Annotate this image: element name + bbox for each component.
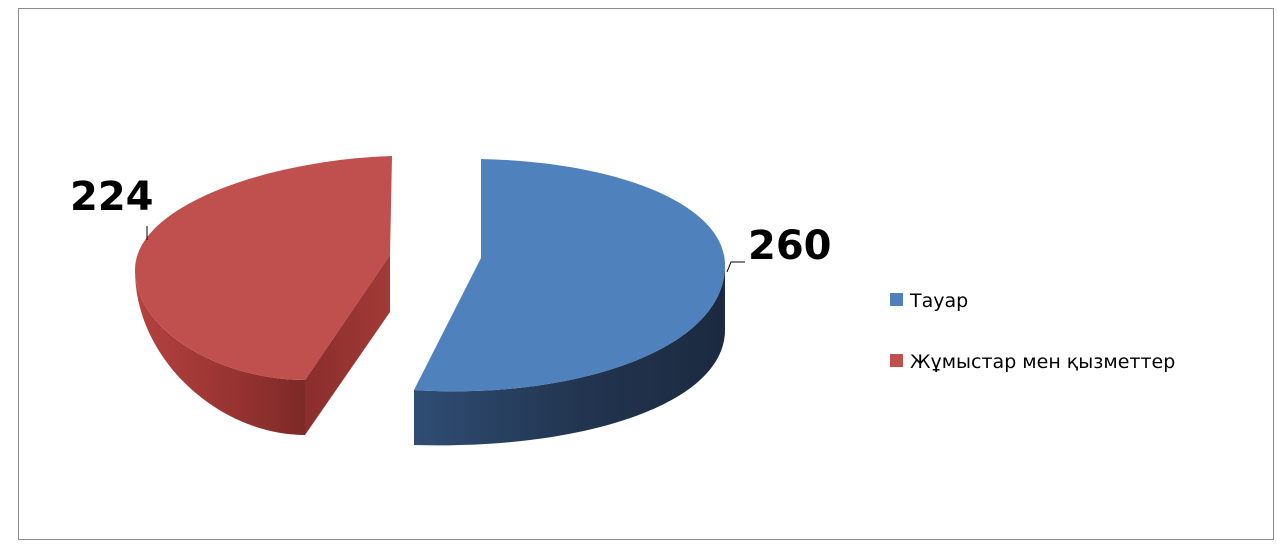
legend-swatch-tauar <box>890 293 903 306</box>
legend-swatch-zhumystar <box>890 354 903 367</box>
data-label-260: 260 <box>748 223 832 269</box>
legend-label-zhumystar: Жұмыстар мен қызметтер <box>910 351 1175 373</box>
legend-item-zhumystar: Жұмыстар мен қызметтер <box>890 351 1175 373</box>
pie-slice-zhumystar-cut <box>305 255 390 435</box>
legend-label-tauar: Тауар <box>909 290 968 312</box>
pie-slice-tauar-side <box>414 265 725 446</box>
pie-slice-zhumystar <box>135 156 392 435</box>
pie-slice-zhumystar-top <box>135 156 392 380</box>
pie-slice-tauar-top <box>414 159 725 392</box>
pie-slice-zhumystar-side <box>135 270 305 435</box>
legend-item-tauar: Тауар <box>890 290 968 312</box>
leader-line-260 <box>726 261 745 273</box>
data-label-224: 224 <box>70 174 154 220</box>
legend: Тауар Жұмыстар мен қызметтер <box>890 290 1175 373</box>
pie-slice-tauar <box>414 159 725 446</box>
